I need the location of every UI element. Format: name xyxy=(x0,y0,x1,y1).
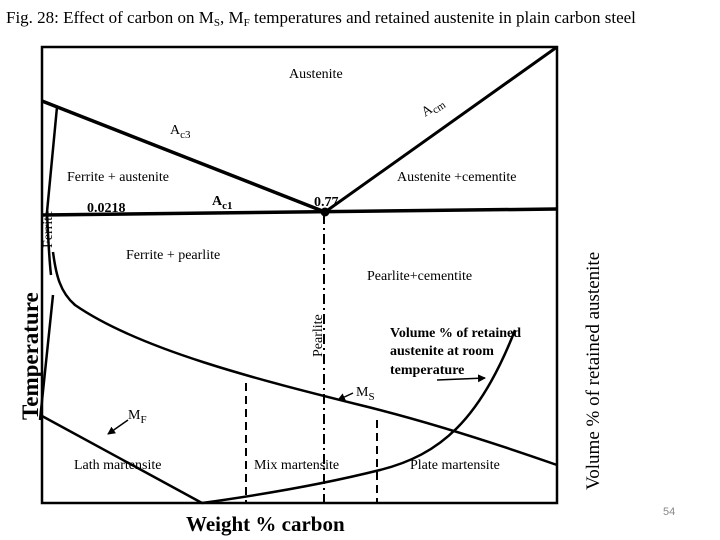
retained-austenite-curve xyxy=(201,329,517,505)
figure-title: Fig. 28: Effect of carbon on MS, MF temp… xyxy=(6,8,636,29)
austenite-label: Austenite xyxy=(289,67,343,82)
mix-martensite-label: Mix martensite xyxy=(254,458,339,473)
y-axis-label: Temperature xyxy=(18,292,43,420)
retained-arrow xyxy=(436,374,486,383)
left-mf-line xyxy=(38,294,55,421)
ferrite-label: Ferrite xyxy=(41,211,56,248)
ms-arrow xyxy=(337,392,354,401)
page-number: 54 xyxy=(663,506,676,518)
ms-label: MS xyxy=(356,385,375,403)
x-axis-label: Weight % carbon xyxy=(186,512,345,536)
acm-line xyxy=(324,45,558,214)
plate-martensite-label: Plate martensite xyxy=(410,458,500,473)
mf-arrow xyxy=(107,419,129,435)
eutectoid-point xyxy=(320,207,330,217)
ac1-label: Ac1 xyxy=(212,194,233,212)
ferrite-austenite-label: Ferrite + austenite xyxy=(67,170,169,185)
mf-line xyxy=(41,414,203,505)
plot-frame xyxy=(40,45,559,505)
pearlite-cementite-label: Pearlite+cementite xyxy=(367,269,472,284)
acm-label: Acm xyxy=(419,95,448,122)
retained-annotation-line3: temperature xyxy=(390,363,464,378)
ferrite-pearlite-label: Ferrite + pearlite xyxy=(126,248,220,263)
retained-annotation-line2: austenite at room xyxy=(390,344,494,359)
mf-label: MF xyxy=(128,408,147,426)
ms-line xyxy=(51,251,558,467)
ac1-line xyxy=(41,207,558,217)
ferrite-limit-label: 0.0218 xyxy=(87,201,126,216)
retained-annotation-line1: Volume % of retained xyxy=(390,326,521,341)
eutectoid-label: 0.77 xyxy=(314,195,339,210)
ac3-label: Ac3 xyxy=(170,123,191,141)
ac3-line xyxy=(41,99,326,214)
pearlite-label: Pearlite xyxy=(311,314,326,357)
ferrite-solvus-curve xyxy=(45,211,53,276)
y2-axis-label: Volume % of retained austenite xyxy=(583,252,604,490)
ferrite-solvus-upper xyxy=(45,106,59,213)
austenite-cementite-label: Austenite +cementite xyxy=(397,170,516,185)
lath-martensite-label: Lath martensite xyxy=(74,458,161,473)
